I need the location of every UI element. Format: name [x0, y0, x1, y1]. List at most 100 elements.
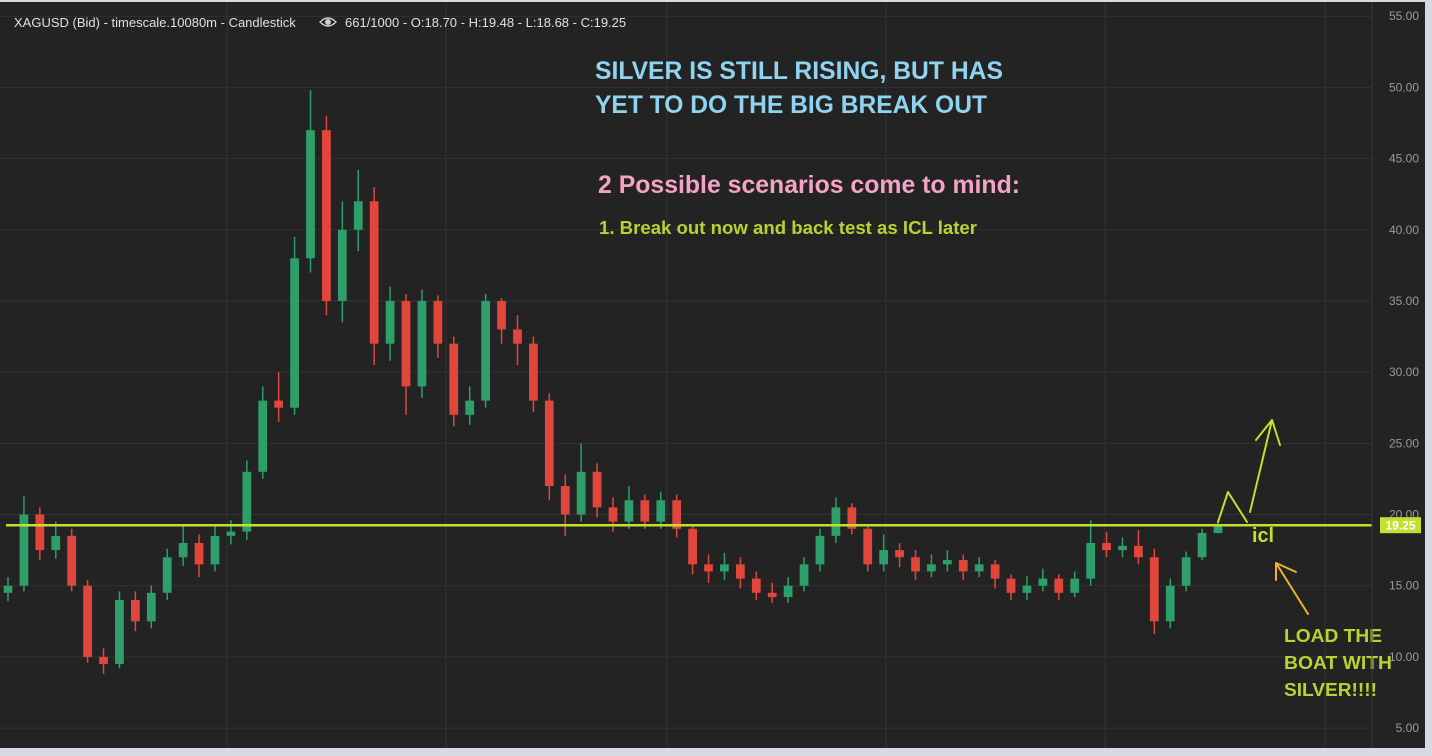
candle-body [751, 578, 761, 593]
candle-body [1134, 545, 1143, 558]
candle-body [178, 542, 188, 558]
candle-body [544, 400, 554, 487]
candle-body [417, 300, 427, 387]
candle-body [1054, 578, 1064, 593]
candle-body [1102, 542, 1111, 551]
candle-body [19, 514, 29, 586]
candle-body [927, 564, 936, 572]
up-arrow-head [1255, 419, 1281, 446]
candle-body [3, 585, 13, 593]
annotation: 2 Possible scenarios come to mind: [598, 171, 1020, 199]
y-tick-label: 30.00 [1389, 365, 1419, 379]
time-grid [226, 0, 1326, 748]
candle-body [513, 329, 522, 344]
candle-body [1086, 542, 1096, 579]
y-tick-label: 35.00 [1389, 294, 1419, 308]
candle-body [146, 592, 156, 622]
candle-body [369, 201, 379, 344]
annotation: LOAD THE [1284, 626, 1382, 646]
candle-body [576, 471, 586, 515]
candle-body [895, 550, 904, 558]
candle-body [911, 557, 920, 572]
y-tick-label: 40.00 [1389, 223, 1419, 237]
candle-body [783, 585, 793, 598]
annotation: SILVER!!!! [1284, 680, 1377, 700]
candle-body [337, 229, 347, 301]
candle-body [958, 560, 968, 572]
symbol-text: XAGUSD (Bid) - timescale.10080m - Candle… [14, 15, 296, 30]
candle-body [83, 585, 92, 657]
right-frame [1425, 0, 1432, 756]
top-frame [0, 0, 1432, 2]
candle-body [1022, 585, 1032, 593]
candle-body [863, 528, 873, 565]
candles [3, 90, 1223, 674]
annotation: icl [1252, 525, 1274, 547]
candle-body [767, 592, 777, 598]
candle-body [130, 599, 140, 622]
eye-icon [319, 17, 337, 27]
candle-body [608, 507, 618, 522]
candle-body [847, 507, 857, 529]
candle-body [656, 500, 666, 522]
candle-body [815, 535, 825, 565]
candle-body [194, 542, 204, 565]
candle-body [799, 564, 809, 586]
candle-body [67, 535, 77, 586]
candle-body [1149, 557, 1159, 622]
candle-body [529, 343, 538, 401]
candle-body [1038, 578, 1048, 586]
candle-body [162, 557, 172, 593]
candle-body [1213, 525, 1223, 534]
candle-body [258, 400, 268, 472]
grid: 5.0010.0015.0020.0025.0030.0035.0040.004… [0, 9, 1419, 735]
candle-body [974, 564, 984, 572]
y-tick-label: 55.00 [1389, 9, 1419, 23]
candle-body [322, 130, 331, 301]
candle-body [831, 507, 841, 536]
candle-body [51, 535, 61, 551]
candle-body [242, 471, 252, 532]
y-tick-label: 25.00 [1389, 436, 1419, 450]
candle-body [592, 471, 602, 508]
annotation-arrows [1217, 419, 1309, 615]
overlay: 19.25 SILVER IS STILL RISING, BUT HAS YET … [6, 57, 1421, 700]
candle-body [688, 528, 697, 565]
candle-body [433, 300, 443, 344]
candle-body [990, 564, 1000, 579]
candle-body [99, 656, 108, 665]
y-tick-label: 50.00 [1389, 80, 1419, 94]
price-label: 19.25 [1385, 519, 1415, 533]
y-tick-label: 45.00 [1389, 152, 1419, 166]
price-label-box [1380, 517, 1421, 534]
candle-body [449, 343, 459, 415]
candle-body [879, 550, 889, 565]
candle-body [210, 535, 220, 565]
buy-arrow-head [1275, 562, 1297, 581]
candle-body [624, 500, 634, 522]
annotation: 1. Break out now and back test as ICL la… [599, 218, 977, 238]
candle-body [465, 400, 475, 415]
candle-body [290, 258, 299, 408]
candle-body [560, 486, 570, 515]
annotation: YET TO DO THE BIG BREAK OUT [595, 91, 987, 119]
y-tick-label: 10.00 [1389, 650, 1419, 664]
bottom-frame [0, 748, 1432, 756]
scenario-path [1217, 491, 1248, 523]
candle-body [704, 564, 713, 572]
candle-body [1118, 545, 1127, 551]
candle-body [481, 300, 491, 401]
candle-body [385, 300, 395, 344]
candle-body [735, 564, 745, 579]
candle-body [1006, 578, 1016, 593]
candle-body [274, 400, 284, 408]
ohlc-text: 661/1000 - O:18.70 - H:19.48 - L:18.68 -… [345, 15, 626, 30]
annotation: SILVER IS STILL RISING, BUT HAS [595, 57, 1003, 85]
candle-body [226, 531, 236, 536]
candle-body [115, 599, 124, 665]
candle-body [353, 201, 363, 230]
candle-body [1070, 578, 1080, 593]
